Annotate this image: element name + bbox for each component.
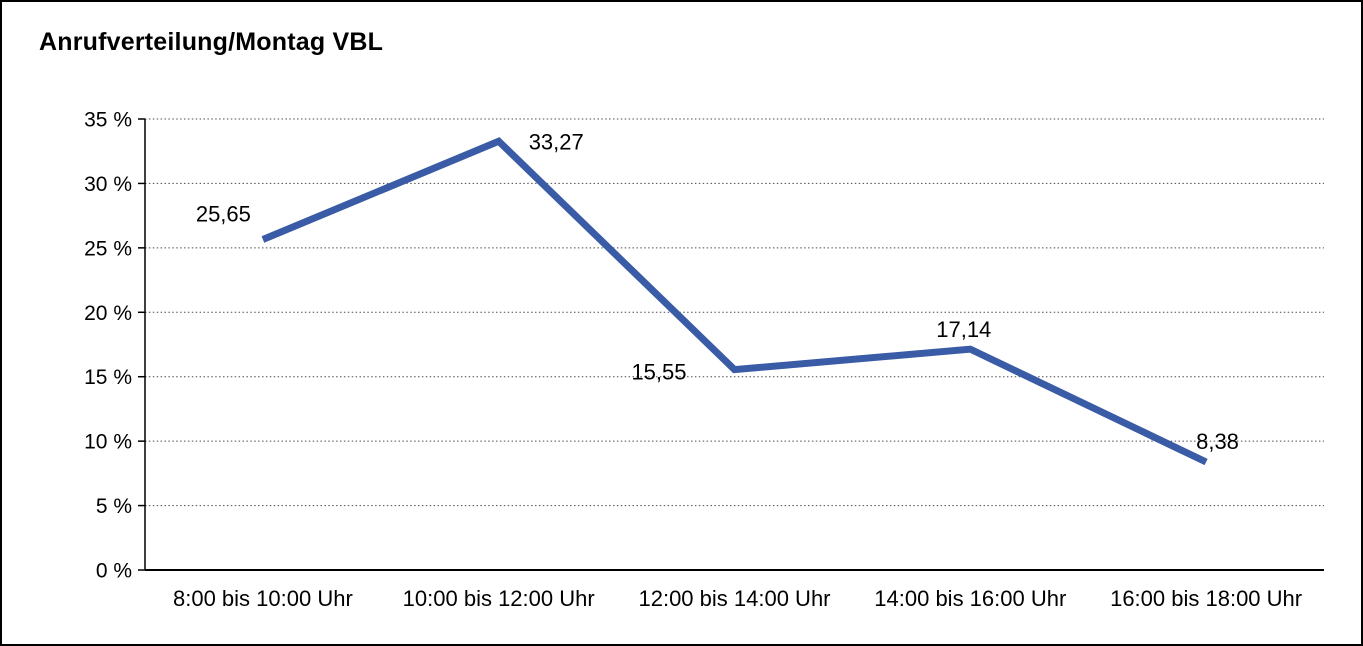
- chart-title: Anrufverteilung/Montag VBL: [39, 28, 384, 56]
- y-tick-label: 35 %: [84, 109, 132, 132]
- y-tick-label: 10 %: [84, 431, 132, 454]
- point-label: 17,14: [936, 317, 991, 342]
- x-tick-label: 10:00 bis 12:00 Uhr: [403, 586, 595, 611]
- x-tick-label: 16:00 bis 18:00 Uhr: [1110, 586, 1302, 611]
- y-tick-label: 0 %: [96, 560, 132, 583]
- series-line: [261, 137, 1208, 466]
- point-label: 8,38: [1196, 429, 1239, 454]
- x-tick-label: 8:00 bis 10:00 Uhr: [173, 586, 353, 611]
- y-tick-label: 20 %: [84, 302, 132, 325]
- point-label: 33,27: [529, 129, 584, 154]
- y-tick-label: 30 %: [84, 173, 132, 196]
- y-tick-label: 15 %: [84, 366, 132, 389]
- point-label: 25,65: [196, 201, 251, 226]
- x-tick-label: 12:00 bis 14:00 Uhr: [638, 586, 830, 611]
- x-tick-label: 14:00 bis 16:00 Uhr: [874, 586, 1066, 611]
- point-label: 15,55: [631, 360, 686, 385]
- y-tick-label: 5 %: [96, 495, 132, 518]
- y-tick-label: 25 %: [84, 237, 132, 260]
